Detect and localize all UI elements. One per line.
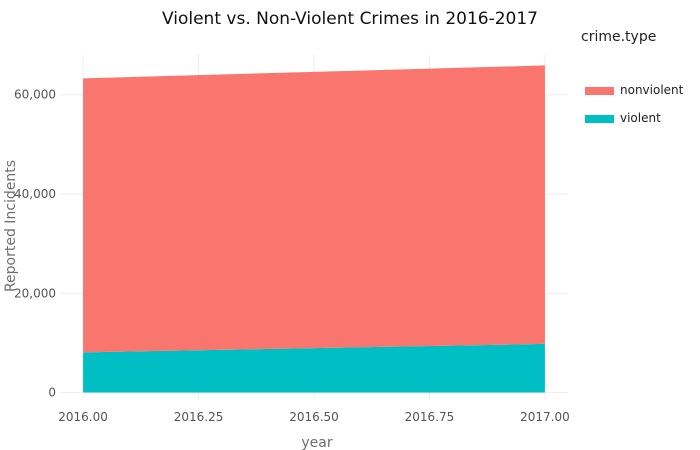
- legend-label: violent: [620, 111, 661, 125]
- legend-title: crime.type: [581, 29, 656, 45]
- area-violent[interactable]: [83, 343, 545, 393]
- x-axis-ticks: 2016.00 2016.25 2016.50 2016.75 2017.00: [58, 410, 569, 424]
- y-tick-label: 60,000: [14, 88, 56, 102]
- y-axis-title: Reported Incidents: [3, 160, 19, 292]
- legend-swatch: [585, 87, 614, 95]
- y-tick-label: 40,000: [14, 187, 56, 201]
- x-tick-label: 2017.00: [520, 410, 570, 424]
- x-tick-label: 2016.25: [174, 410, 224, 424]
- y-axis-ticks: 0 20,000 40,000 60,000: [14, 88, 56, 400]
- y-tick-label: 20,000: [14, 286, 56, 300]
- legend-swatch: [585, 115, 614, 123]
- area-nonviolent[interactable]: [83, 65, 545, 353]
- x-tick-label: 2016.75: [405, 410, 455, 424]
- chart-title: Violent vs. Non-Violent Crimes in 2016-2…: [162, 9, 538, 29]
- legend: crime.type nonviolent violent: [581, 29, 684, 125]
- legend-item-violent[interactable]: violent: [585, 111, 661, 125]
- x-axis-title: year: [301, 435, 332, 450]
- y-tick-label: 0: [48, 386, 56, 400]
- x-tick-label: 2016.50: [289, 410, 339, 424]
- legend-item-nonviolent[interactable]: nonviolent: [585, 83, 684, 97]
- legend-label: nonviolent: [620, 83, 684, 97]
- area-series: [83, 65, 545, 393]
- x-tick-label: 2016.00: [58, 410, 108, 424]
